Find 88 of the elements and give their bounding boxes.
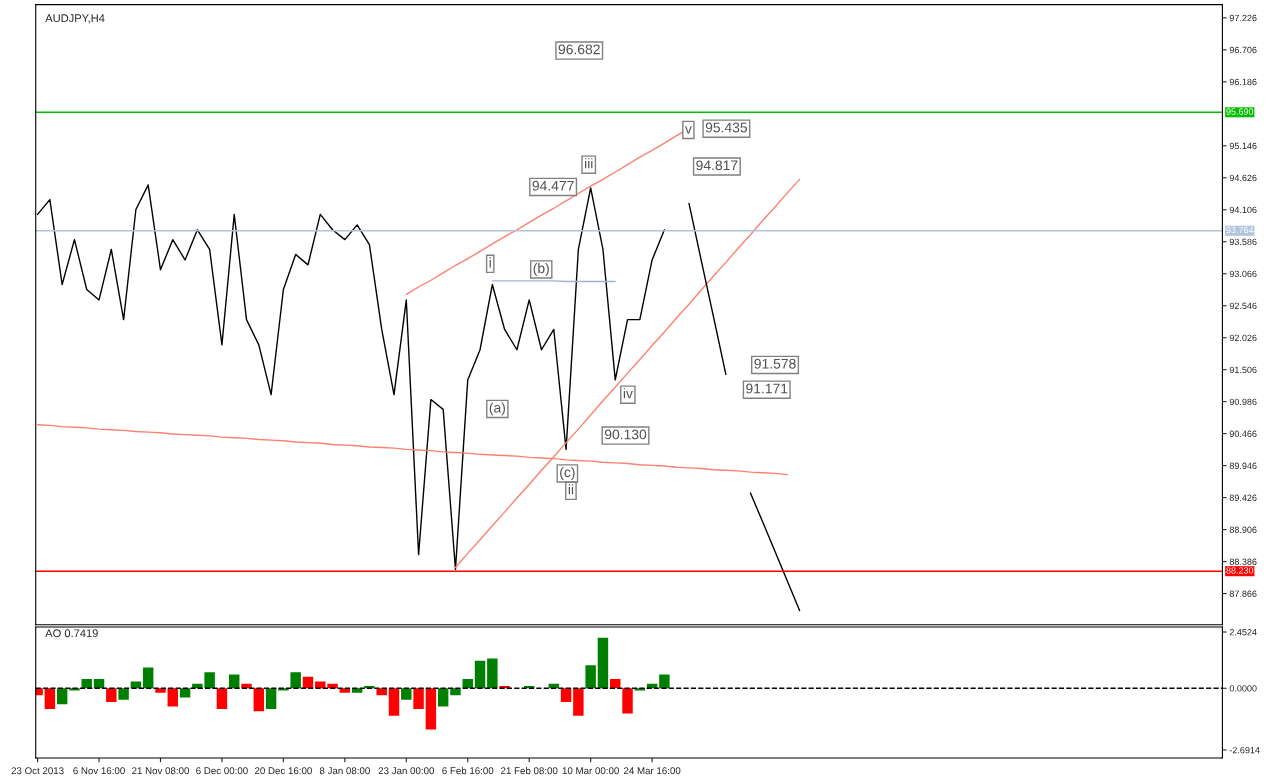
y-tick-label: 91.506 [1229, 366, 1257, 374]
bar [290, 672, 301, 689]
annotation: (a) [489, 402, 505, 416]
y-tick-label: 0.0000 [1229, 685, 1257, 692]
annotation: (b) [533, 262, 549, 276]
bar [229, 674, 240, 689]
annotation: 94.817 [696, 160, 738, 171]
y-tick-label: 92.026 [1229, 334, 1257, 342]
bar [93, 679, 105, 689]
bar [364, 685, 375, 689]
bar [560, 688, 572, 703]
ref-line-label: 93.764 [1226, 226, 1254, 234]
bar [610, 679, 621, 689]
y-tick-label: 90.986 [1229, 398, 1257, 406]
annotation: (c) [560, 466, 575, 480]
bar [56, 688, 68, 705]
y-tick-label: 88.906 [1229, 526, 1257, 533]
y-tick-label: 89.426 [1229, 494, 1257, 501]
annotation: iv [623, 388, 633, 399]
x-tick-label: 10 Mar 00:00 [562, 767, 619, 775]
y-tick-label: 92.546 [1229, 302, 1257, 310]
y-tick-label: 93.586 [1229, 238, 1257, 246]
line-series [749, 492, 801, 612]
bar [315, 681, 326, 689]
y-tick-label: 95.146 [1229, 142, 1257, 150]
bar [585, 665, 596, 689]
x-tick-label: 24 Mar 16:00 [623, 767, 681, 775]
y-tick-label: 96.706 [1229, 46, 1257, 54]
x-tick-label: 23 Oct 2013 [11, 767, 64, 775]
bar [659, 674, 670, 689]
x-tick-label: 21 Feb 08:00 [501, 766, 558, 775]
y-tick-label: 94.106 [1229, 206, 1257, 214]
bar [118, 688, 129, 700]
y-tick-label: 94.626 [1229, 174, 1257, 182]
y-tick-label: 93.066 [1229, 270, 1257, 278]
bar [388, 688, 400, 716]
x-tick-label: 21 Nov 08:00 [132, 767, 190, 775]
x-tick-label: 8 Jan 08:00 [319, 767, 370, 775]
bar [241, 683, 252, 689]
bar [216, 688, 228, 709]
chart-title: AO 0.7419 [45, 629, 98, 638]
line-series [688, 202, 727, 376]
y-tick-label: 97.226 [1229, 14, 1257, 22]
x-tick-label: 6 Nov 16:00 [73, 767, 125, 775]
bar [167, 688, 178, 707]
bar [425, 688, 437, 730]
bar [106, 688, 117, 703]
x-tick-label: 23 Jan 00:00 [378, 767, 435, 775]
annotation: 94.477 [532, 180, 574, 191]
annotation: 91.578 [754, 358, 796, 369]
bar [44, 688, 56, 709]
bar [462, 679, 473, 689]
x-tick-label: 6 Dec 00:00 [196, 767, 248, 775]
bar [499, 685, 510, 689]
annotation: 95.435 [705, 122, 748, 133]
y-tick-label: 90.466 [1229, 430, 1257, 438]
y-tick-label: 2.4524 [1229, 629, 1257, 636]
ref-line-label: 95.690 [1226, 108, 1254, 115]
y-tick-label: 87.866 [1229, 590, 1257, 597]
annotation: ii [568, 484, 574, 495]
annotation: i [489, 257, 491, 268]
bar [474, 660, 486, 689]
x-tick-label: 6 Feb 16:00 [442, 766, 494, 775]
bar [622, 688, 633, 714]
bar [253, 688, 265, 712]
bar [487, 658, 498, 689]
y-tick-label: 96.186 [1229, 78, 1257, 86]
bar [302, 676, 314, 689]
text: AUDJPY,H4 [45, 14, 105, 24]
bar [597, 637, 609, 689]
ref-line-label: 88.230 [1226, 567, 1254, 574]
annotation: 96.682 [558, 44, 600, 55]
bar [327, 683, 338, 689]
annotation: iii [585, 158, 593, 169]
annotation: 90.130 [604, 429, 647, 440]
x-tick-label: 20 Dec 16:00 [254, 767, 312, 775]
y-tick-label: 88.386 [1229, 558, 1257, 565]
bar [573, 688, 584, 716]
bar [401, 688, 412, 700]
y-tick-label: 89.946 [1229, 462, 1257, 469]
bar [130, 681, 142, 689]
bar [265, 688, 277, 709]
y-tick-label: -2.6914 [1229, 746, 1260, 754]
bar [81, 679, 92, 689]
bar [413, 688, 424, 709]
bar [142, 667, 154, 689]
bar [437, 688, 449, 707]
annotation: 91.171 [746, 383, 788, 394]
